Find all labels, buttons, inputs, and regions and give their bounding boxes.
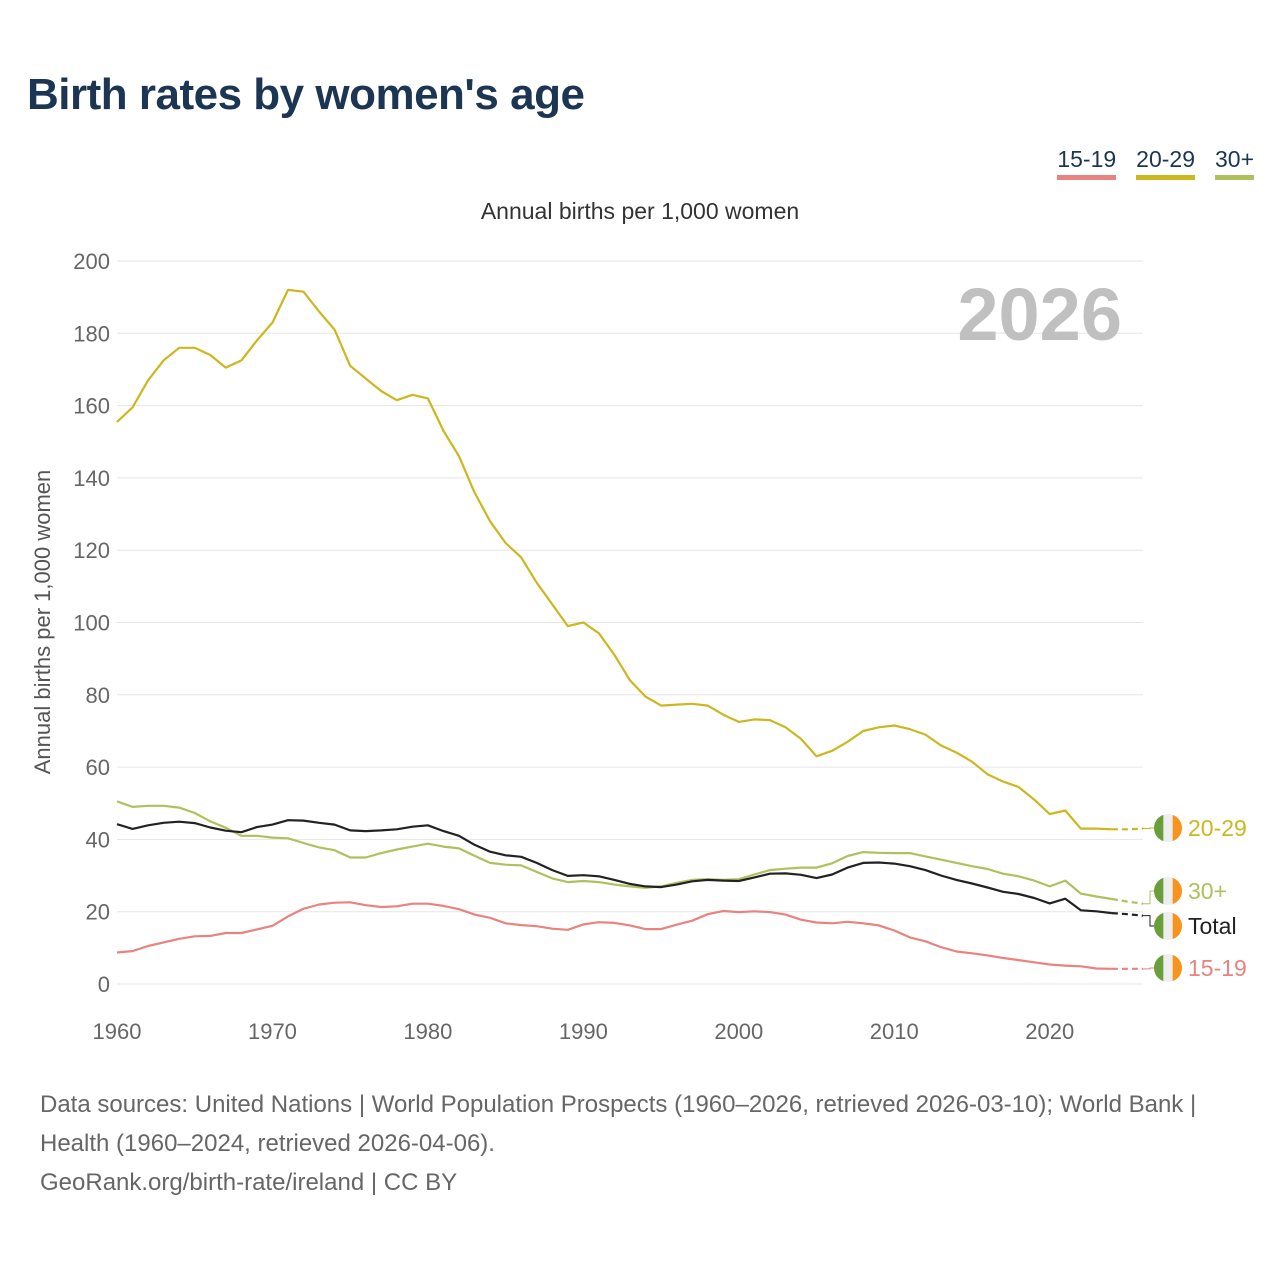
series-line-Total xyxy=(116,819,1113,915)
chart-title: Birth rates by women's age xyxy=(27,70,585,119)
y-tick-label: 160 xyxy=(73,394,110,419)
y-tick-label: 200 xyxy=(73,249,110,274)
series-label-30+: 30+ xyxy=(1188,878,1227,904)
series-label-15-19: 15-19 xyxy=(1188,955,1247,981)
footer: Data sources: United Nations | World Pop… xyxy=(40,1085,1230,1202)
line-chart: 0 20 40 60 80 100 120 140 160 180 200 1960 1970 1980 1… xyxy=(73,249,1247,1044)
y-tick-label: 120 xyxy=(73,538,110,563)
x-tick-label: 2010 xyxy=(870,1019,919,1044)
ireland-flag-icon xyxy=(1154,912,1182,940)
legend: 15-19 20-29 30+ xyxy=(1057,146,1254,180)
y-tick-label: 60 xyxy=(86,755,110,780)
series-line-20-29 xyxy=(116,288,1112,831)
ireland-flag-icon xyxy=(1154,877,1182,905)
data-sources: Data sources: United Nations | World Pop… xyxy=(40,1091,1197,1157)
ireland-flag-icon xyxy=(1154,954,1182,982)
series-line-30+ xyxy=(116,800,1113,901)
y-tick-label: 140 xyxy=(73,466,110,491)
x-tick-label: 1980 xyxy=(403,1019,452,1044)
series-label-20-29: 20-29 xyxy=(1188,815,1247,841)
x-tick-label: 2020 xyxy=(1025,1019,1074,1044)
source-link[interactable]: GeoRank.org/birth-rate/ireland | CC BY xyxy=(40,1169,458,1196)
x-tick-label: 1970 xyxy=(248,1019,297,1044)
series-projection-20-29 xyxy=(1111,827,1144,831)
y-tick-label: 80 xyxy=(86,683,110,708)
x-tick-label: 2000 xyxy=(714,1019,763,1044)
series-label-Total: Total xyxy=(1188,913,1237,939)
ireland-flag-icon xyxy=(1154,814,1182,842)
series-projection-Total xyxy=(1111,912,1144,917)
chart-subtitle: Annual births per 1,000 women xyxy=(480,198,800,224)
label-connector xyxy=(1143,890,1155,905)
legend-item-20-29[interactable]: 20-29 xyxy=(1136,146,1195,180)
label-connector xyxy=(1143,967,1155,970)
y-tick-label: 40 xyxy=(86,827,110,852)
series-line-15-19 xyxy=(116,901,1112,970)
y-tick-label: 100 xyxy=(73,611,110,636)
legend-item-15-19[interactable]: 15-19 xyxy=(1057,146,1117,180)
year-watermark: 2026 xyxy=(957,273,1122,356)
x-tick-label: 1960 xyxy=(93,1019,142,1044)
label-connector xyxy=(1143,915,1155,927)
y-tick-label: 0 xyxy=(98,972,110,997)
y-tick-label: 180 xyxy=(73,321,110,346)
x-tick-label: 1990 xyxy=(559,1019,608,1044)
series-projection-30+ xyxy=(1111,897,1144,905)
label-connector xyxy=(1143,827,1155,830)
y-tick-label: 20 xyxy=(86,900,110,925)
legend-item-30-plus[interactable]: 30+ xyxy=(1214,146,1254,180)
